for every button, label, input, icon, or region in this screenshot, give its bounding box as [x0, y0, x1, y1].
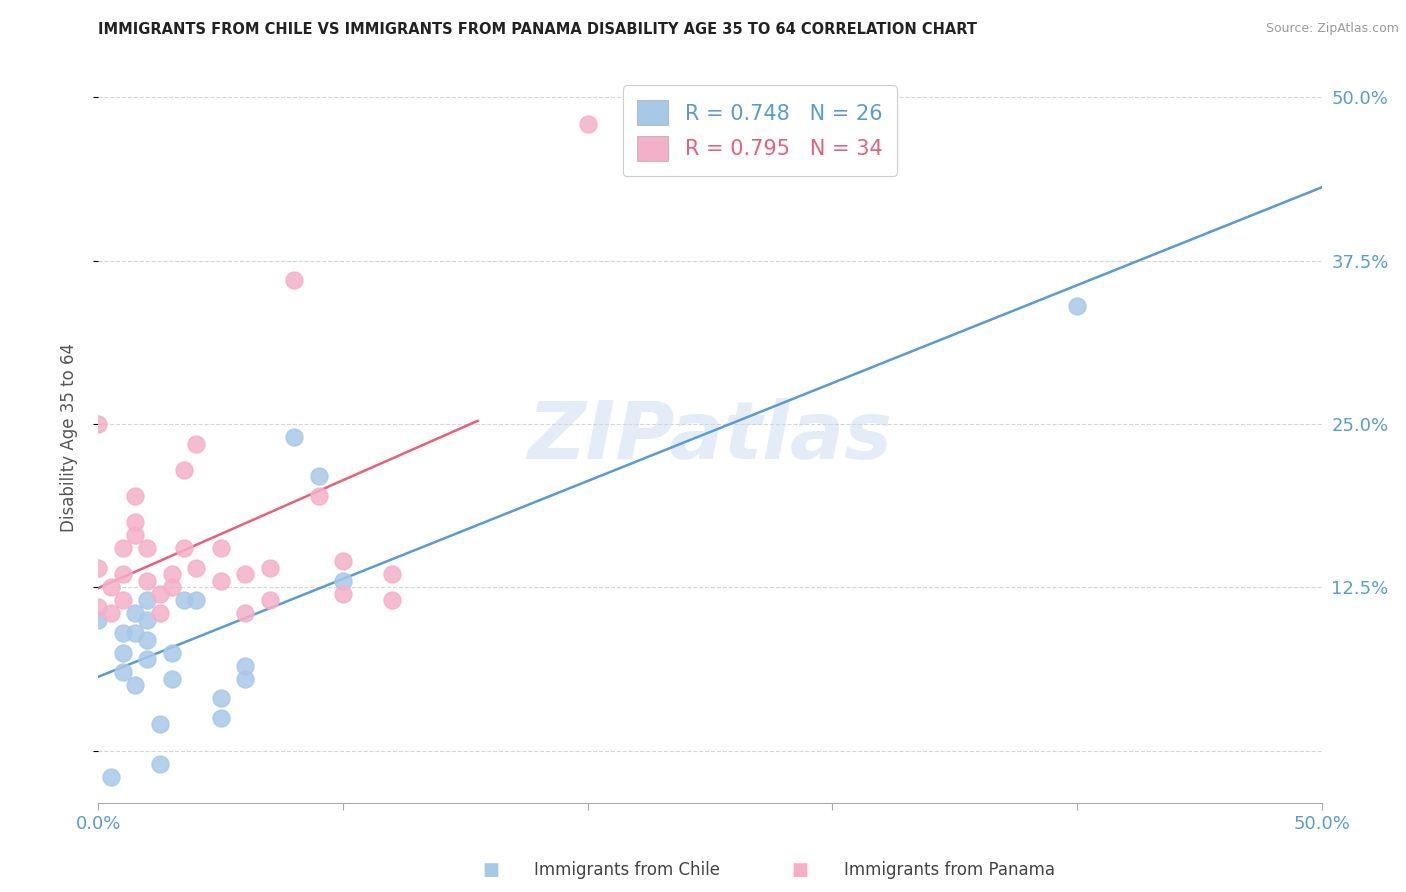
Point	[124, 678, 146, 692]
Point	[136, 613, 159, 627]
Text: IMMIGRANTS FROM CHILE VS IMMIGRANTS FROM PANAMA DISABILITY AGE 35 TO 64 CORRELAT: IMMIGRANTS FROM CHILE VS IMMIGRANTS FROM…	[98, 22, 977, 37]
Point	[173, 593, 195, 607]
Point	[209, 711, 232, 725]
Text: Source: ZipAtlas.com: Source: ZipAtlas.com	[1265, 22, 1399, 36]
Point	[186, 560, 208, 574]
Text: ■: ■	[482, 861, 499, 879]
Y-axis label: Disability Age 35 to 64: Disability Age 35 to 64	[59, 343, 77, 532]
Point	[87, 613, 110, 627]
Point	[209, 541, 232, 555]
Text: ZIPatlas: ZIPatlas	[527, 398, 893, 476]
Point	[111, 665, 134, 680]
Point	[259, 560, 281, 574]
Point	[233, 658, 256, 673]
Point	[111, 646, 134, 660]
Point	[186, 593, 208, 607]
Point	[209, 691, 232, 706]
Point	[173, 541, 195, 555]
Point	[100, 607, 122, 621]
Point	[124, 489, 146, 503]
Point	[136, 652, 159, 666]
Point	[111, 626, 134, 640]
Point	[308, 489, 330, 503]
Point	[160, 646, 183, 660]
Point	[576, 117, 599, 131]
Point	[173, 463, 195, 477]
Point	[160, 672, 183, 686]
Point	[124, 515, 146, 529]
Point	[111, 567, 134, 582]
Point	[381, 593, 404, 607]
Point	[332, 554, 354, 568]
Point	[124, 607, 146, 621]
Point	[136, 593, 159, 607]
Point	[100, 580, 122, 594]
Point	[87, 560, 110, 574]
Text: Immigrants from Panama: Immigrants from Panama	[844, 861, 1054, 879]
Point	[283, 430, 305, 444]
Point	[149, 717, 172, 731]
Point	[160, 580, 183, 594]
Point	[111, 593, 134, 607]
Point	[381, 567, 404, 582]
Point	[87, 599, 110, 614]
Point	[233, 672, 256, 686]
Point	[186, 436, 208, 450]
Text: Immigrants from Chile: Immigrants from Chile	[534, 861, 720, 879]
Text: ■: ■	[792, 861, 808, 879]
Point	[87, 417, 110, 431]
Point	[160, 567, 183, 582]
Point	[149, 756, 172, 771]
Point	[124, 528, 146, 542]
Point	[136, 632, 159, 647]
Legend: R = 0.748   N = 26, R = 0.795   N = 34: R = 0.748 N = 26, R = 0.795 N = 34	[623, 86, 897, 176]
Point	[149, 607, 172, 621]
Point	[332, 587, 354, 601]
Point	[332, 574, 354, 588]
Point	[209, 574, 232, 588]
Point	[136, 541, 159, 555]
Point	[308, 469, 330, 483]
Point	[149, 587, 172, 601]
Point	[283, 273, 305, 287]
Point	[233, 607, 256, 621]
Point	[233, 567, 256, 582]
Point	[100, 770, 122, 784]
Point	[1066, 300, 1088, 314]
Point	[124, 626, 146, 640]
Point	[136, 574, 159, 588]
Point	[111, 541, 134, 555]
Point	[259, 593, 281, 607]
